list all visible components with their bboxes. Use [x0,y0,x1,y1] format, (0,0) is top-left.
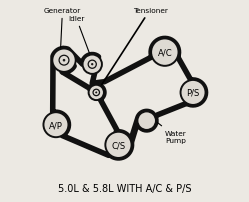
Circle shape [137,112,156,130]
Circle shape [96,92,97,94]
Text: Generator: Generator [44,8,81,48]
Text: P/S: P/S [187,88,200,97]
Text: Idler: Idler [68,16,89,54]
Circle shape [89,85,104,101]
Text: C/S: C/S [111,141,125,150]
Circle shape [63,60,65,62]
Circle shape [105,132,131,158]
Text: 5.0L & 5.8L WITH A/C & P/S: 5.0L & 5.8L WITH A/C & P/S [58,183,191,193]
Text: A/P: A/P [49,121,63,129]
Circle shape [151,39,179,66]
Text: Water
Pump: Water Pump [157,123,187,144]
Circle shape [44,113,68,138]
Circle shape [181,81,205,105]
Text: A/C: A/C [157,48,172,57]
Circle shape [52,49,76,73]
Circle shape [83,55,102,75]
Text: Tensioner: Tensioner [102,8,167,85]
Circle shape [91,64,93,66]
